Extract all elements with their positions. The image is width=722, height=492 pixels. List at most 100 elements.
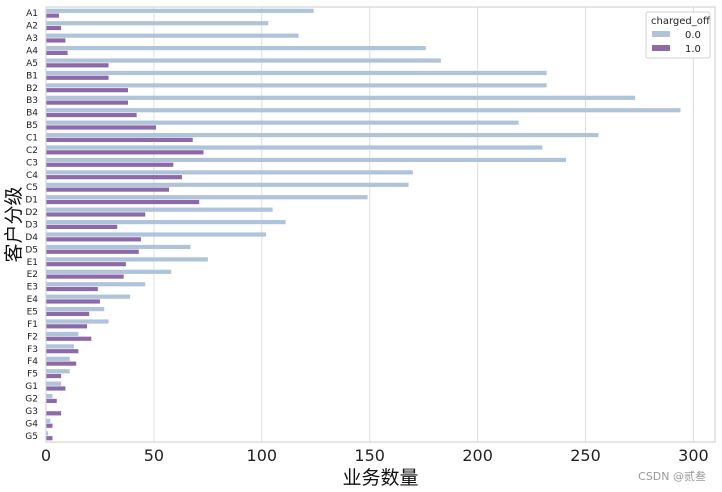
- bar-C4-series-1: [46, 175, 182, 180]
- bar-G3-series-1: [46, 411, 62, 416]
- bar-F3-series-0: [46, 344, 75, 349]
- bar-G2-series-0: [46, 394, 53, 399]
- y-tick-label: A1: [26, 9, 38, 19]
- gridlines: [45, 7, 694, 442]
- bar-A2-series-1: [46, 25, 62, 31]
- y-tick-label: D1: [25, 196, 38, 206]
- bar-C2-series-1: [46, 150, 204, 155]
- bar-B2-series-0: [46, 83, 547, 88]
- bar-F5-series-1: [46, 373, 62, 379]
- bar-E5-series-0: [46, 307, 105, 312]
- bar-G5-series-0: [46, 431, 49, 436]
- y-tick-label: F4: [27, 357, 38, 367]
- bar-E3-series-0: [46, 282, 146, 287]
- bar-F1-series-1: [46, 324, 88, 329]
- bars: [46, 8, 681, 441]
- bar-A4-series-1: [46, 50, 68, 55]
- bar-B2-series-1: [46, 88, 129, 93]
- bar-G4-series-0: [46, 418, 51, 424]
- bar-C3-series-1: [46, 162, 174, 167]
- y-tick-label: B3: [26, 96, 38, 106]
- bar-D4-series-0: [46, 232, 267, 237]
- bar-G4-series-1: [46, 423, 53, 428]
- bar-C2-series-0: [46, 145, 543, 150]
- y-tick-label: F2: [27, 332, 38, 342]
- x-tick-labels: 0 50 100 150 200 250 300: [41, 446, 709, 465]
- bar-C3-series-0: [46, 157, 567, 163]
- bar-D4-series-1: [46, 237, 141, 242]
- legend-title: charged_off: [651, 16, 711, 27]
- bar-G1-series-1: [46, 386, 66, 391]
- y-tick-label: F1: [27, 320, 38, 330]
- y-tick-label: E5: [27, 308, 38, 318]
- y-tick-label: B5: [26, 121, 38, 131]
- bar-G1-series-0: [46, 381, 62, 386]
- bar-E5-series-1: [46, 311, 90, 316]
- y-tick-label: A2: [26, 22, 38, 32]
- bar-E1-series-0: [46, 257, 208, 262]
- y-tick-label: D4: [25, 233, 38, 243]
- bar-F2-series-1: [46, 336, 92, 341]
- bar-A2-series-0: [46, 21, 269, 26]
- y-tick-label: G1: [25, 382, 38, 392]
- y-tick-label: D2: [25, 208, 38, 218]
- bar-F2-series-0: [46, 331, 79, 337]
- y-tick-labels: A1 A2 A3 A4 A5 B1 B2 B3 B4 B5 C1 C2 C3 C4 C5 D1 D2 D3 D4 D5…: [25, 9, 38, 442]
- y-tick-label: E3: [27, 283, 38, 293]
- legend-swatch-0: [652, 31, 670, 37]
- x-tick-label: 50: [144, 446, 164, 465]
- y-tick-label: C2: [26, 146, 38, 156]
- legend-label-1: 1.0: [685, 44, 701, 55]
- bar-E2-series-1: [46, 274, 124, 279]
- bar-D3-series-1: [46, 224, 118, 229]
- bar-A3-series-0: [46, 33, 299, 38]
- x-tick-label: 0: [41, 446, 51, 465]
- y-tick-label: B1: [26, 71, 38, 81]
- watermark: CSDN @贰叁: [638, 469, 706, 483]
- bar-E4-series-0: [46, 294, 131, 299]
- bar-B3-series-1: [46, 100, 129, 105]
- bar-G2-series-1: [46, 398, 57, 403]
- y-axis-title: 客户分级: [3, 186, 25, 262]
- bar-E1-series-1: [46, 262, 126, 267]
- y-tick-label: C4: [26, 171, 38, 181]
- bar-D2-series-0: [46, 207, 273, 212]
- bar-B5-series-1: [46, 125, 157, 130]
- bar-A5-series-1: [46, 63, 109, 68]
- y-tick-label: B4: [26, 109, 38, 119]
- x-tick-label: 250: [570, 446, 601, 465]
- bar-C1-series-0: [46, 133, 599, 138]
- x-tick-label: 300: [678, 446, 709, 465]
- plot-frame: [45, 6, 716, 443]
- bar-D5-series-1: [46, 249, 139, 254]
- y-tick-label: G3: [25, 407, 38, 417]
- y-tick-label: C3: [26, 158, 38, 168]
- bar-C4-series-0: [46, 170, 413, 175]
- bar-A4-series-0: [46, 46, 426, 51]
- y-tick-label: C1: [26, 134, 38, 144]
- bar-C1-series-1: [46, 137, 193, 142]
- x-axis-title: 业务数量: [342, 467, 418, 489]
- bar-B3-series-0: [46, 95, 636, 100]
- bar-D3-series-0: [46, 220, 286, 225]
- y-tick-label: B2: [26, 84, 38, 94]
- y-tick-label: F5: [27, 370, 38, 380]
- bar-F5-series-0: [46, 369, 70, 374]
- bar-D1-series-1: [46, 199, 200, 205]
- x-tick-label: 150: [354, 446, 385, 465]
- bar-F4-series-0: [46, 356, 70, 361]
- y-tick-label: A3: [26, 34, 38, 44]
- y-tick-label: D5: [25, 245, 38, 255]
- y-tick-label: G2: [25, 395, 38, 405]
- bar-A1-series-0: [46, 8, 314, 13]
- bar-B4-series-0: [46, 108, 681, 113]
- bar-B1-series-0: [46, 70, 547, 76]
- bar-B4-series-1: [46, 112, 137, 118]
- y-tick-label: E1: [27, 258, 38, 268]
- y-tick-label: G4: [25, 419, 38, 429]
- y-tick-label: C5: [26, 183, 38, 193]
- x-tick-label: 200: [462, 446, 493, 465]
- legend-swatch-1: [652, 45, 670, 51]
- bar-A3-series-1: [46, 38, 66, 43]
